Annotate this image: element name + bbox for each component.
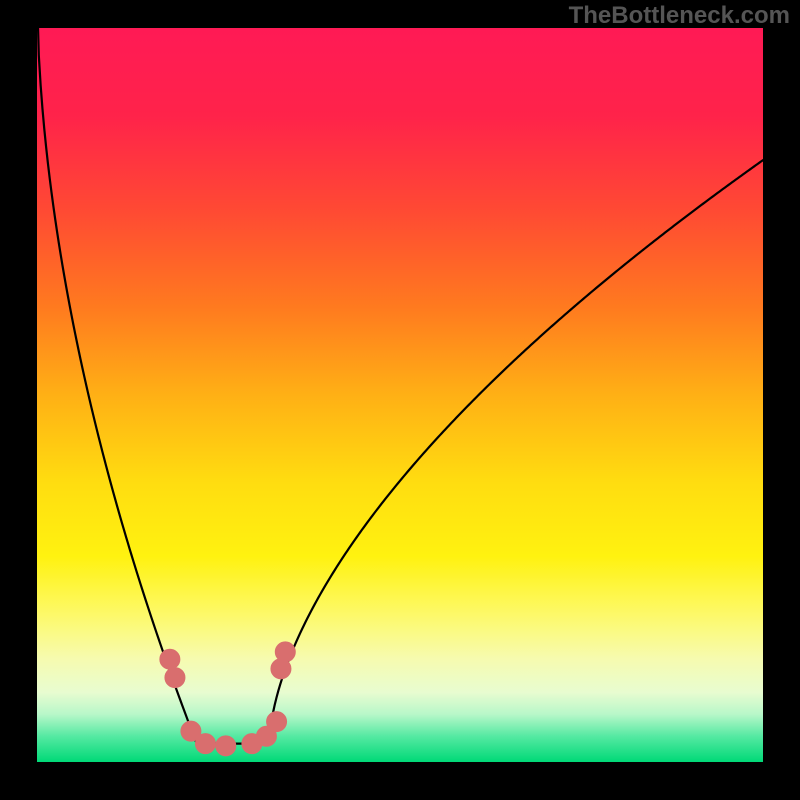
chart-stage: TheBottleneck.com <box>0 0 800 800</box>
marker-dot <box>216 736 236 756</box>
marker-dot <box>165 668 185 688</box>
marker-dot <box>195 734 215 754</box>
marker-dot <box>275 642 295 662</box>
marker-dot <box>160 649 180 669</box>
plot-background <box>37 28 763 762</box>
marker-dot <box>267 712 287 732</box>
chart-svg <box>0 0 800 800</box>
